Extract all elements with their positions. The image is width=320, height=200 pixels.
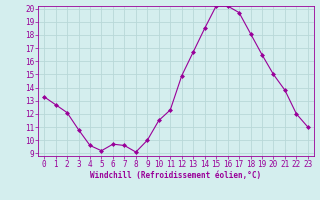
X-axis label: Windchill (Refroidissement éolien,°C): Windchill (Refroidissement éolien,°C) [91,171,261,180]
